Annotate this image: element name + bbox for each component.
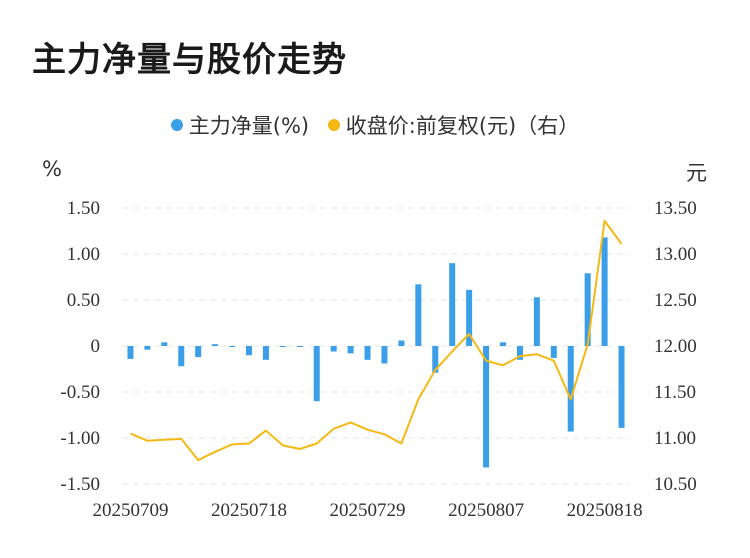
bar	[618, 346, 625, 428]
y-right-tick-label: 12.00	[654, 336, 697, 357]
bar	[246, 346, 252, 356]
x-tick-label: 20250718	[211, 500, 287, 521]
bar	[144, 346, 151, 350]
bar	[127, 346, 134, 359]
bar	[466, 289, 473, 346]
bar	[229, 346, 236, 347]
y-left-tick-label: -1.50	[60, 474, 100, 495]
y-right-tick-label: 10.50	[654, 474, 697, 495]
bar	[178, 346, 185, 367]
y-left-tick-label: 0.50	[67, 290, 100, 311]
legend-line-label: 收盘价:前复权(元)（右）	[345, 114, 580, 138]
x-tick-label: 20250729	[330, 500, 406, 521]
legend-bar-dot	[170, 119, 183, 131]
right-axis-unit: 元	[686, 161, 707, 185]
bar	[330, 346, 337, 352]
bar	[381, 346, 388, 364]
y-left-tick-label: 1.00	[67, 244, 100, 265]
y-right-tick-label: 13.00	[654, 244, 697, 265]
bar	[313, 346, 320, 402]
bar	[601, 237, 608, 346]
bar	[161, 342, 168, 346]
legend: 主力净量(%) 收盘价:前复权(元)（右）	[0, 110, 750, 140]
chart-title: 主力净量与股价走势	[32, 40, 347, 80]
bar	[533, 297, 540, 346]
bar	[262, 346, 269, 360]
y-left-tick-label: -0.50	[60, 382, 100, 403]
price-line	[130, 219, 623, 462]
y-right-tick-label: 13.50	[654, 198, 697, 219]
y-left-tick-label: 1.50	[67, 198, 100, 219]
legend-item-line[interactable]: 收盘价:前复权(元)（右）	[327, 110, 580, 140]
x-tick-label: 20250818	[567, 500, 643, 521]
y-left-tick-label: -1.00	[60, 428, 100, 449]
x-tick-label: 20250709	[92, 500, 168, 521]
left-axis-unit: %	[42, 157, 62, 181]
bar	[364, 346, 371, 360]
y-right-tick-label: 11.00	[654, 428, 696, 449]
bar	[584, 273, 591, 346]
y-right-tick-label: 11.50	[654, 382, 696, 403]
legend-bar-label: 主力净量(%)	[188, 114, 310, 138]
legend-line-dot	[327, 119, 340, 131]
bar	[567, 346, 574, 432]
bar	[500, 342, 506, 346]
bar	[415, 284, 422, 346]
bar	[550, 346, 557, 358]
bar	[296, 346, 303, 347]
bar	[212, 344, 219, 346]
x-tick-label: 20250807	[448, 500, 524, 521]
bar	[195, 346, 202, 358]
bar	[398, 340, 405, 346]
y-right-tick-label: 12.50	[654, 290, 697, 311]
legend-item-bar[interactable]: 主力净量(%)	[170, 110, 310, 140]
bar	[516, 346, 523, 360]
bar	[347, 346, 354, 354]
y-left-tick-label: 0	[91, 336, 101, 357]
bar	[483, 346, 490, 468]
bar	[432, 346, 439, 373]
bar	[279, 346, 286, 347]
bar	[449, 263, 456, 346]
